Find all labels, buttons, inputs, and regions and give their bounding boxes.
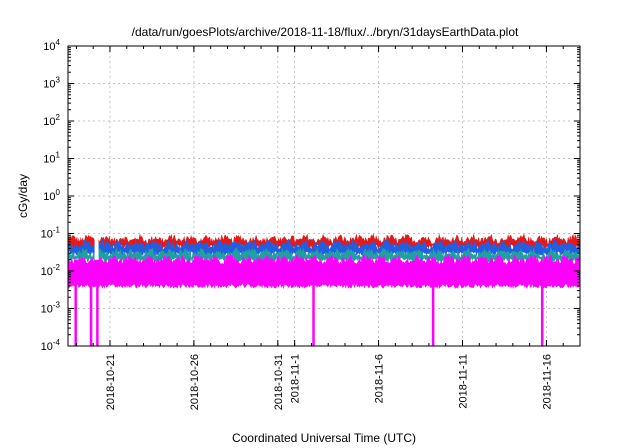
x-axis-label: Coordinated Universal Time (UTC) xyxy=(232,431,416,445)
x-tick-label: 2018-11-6 xyxy=(374,354,386,403)
x-tick-label: 2018-10-26 xyxy=(189,354,201,410)
y-tick-label: 100 xyxy=(43,188,60,203)
x-tick-label: 2018-11-11 xyxy=(457,354,469,409)
y-axis: 10-4 10-3 10-2 10-1 100 101 102 103 104 xyxy=(41,38,580,353)
grid xyxy=(68,46,580,346)
y-tick-label: 103 xyxy=(43,76,60,91)
x-tick-label: 2018-11-16 xyxy=(541,354,553,409)
x-tick-label: 2018-11-1 xyxy=(290,354,302,403)
x-tick-label: 2018-10-21 xyxy=(105,354,117,410)
y-tick-label: 10-3 xyxy=(41,301,61,316)
x-tick-label: 2018-10-31 xyxy=(273,354,285,410)
chart-title: /data/run/goesPlots/archive/2018-11-18/f… xyxy=(132,25,519,39)
y-tick-label: 101 xyxy=(43,151,60,166)
y-axis-label: cGy/day xyxy=(16,174,30,218)
data-gap xyxy=(94,233,99,260)
y-tick-label: 10-2 xyxy=(41,263,61,278)
x-axis: 2018-10-21 2018-10-26 2018-10-31 2018-11-1 2… xyxy=(75,46,564,410)
y-tick-label: 104 xyxy=(43,38,60,53)
y-tick-label: 102 xyxy=(43,113,60,128)
y-tick-label: 10-4 xyxy=(41,338,61,353)
y-tick-label: 10-1 xyxy=(41,226,61,241)
plot-data xyxy=(67,233,581,346)
